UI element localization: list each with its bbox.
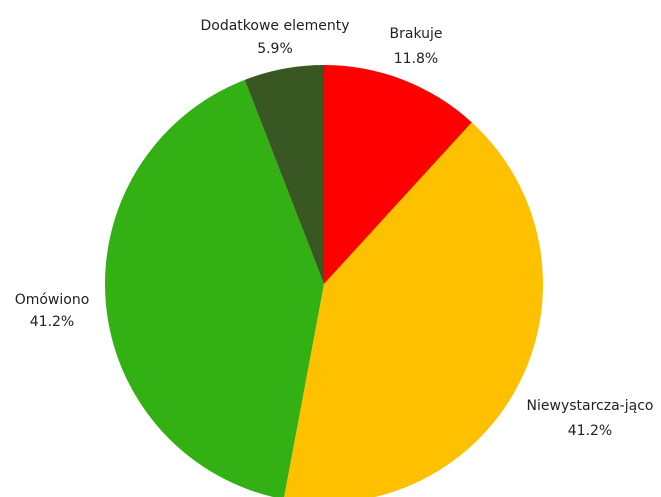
slice-label-omowiono: Omówiono	[15, 292, 90, 308]
slice-label-dodatkowe-elementy: Dodatkowe elementy	[200, 18, 349, 34]
slice-value-niewystarczajaco: 41.2%	[568, 423, 612, 439]
slice-value-dodatkowe-elementy: 5.9%	[257, 41, 293, 57]
pie-labels: Brakuje 11.8% Niewystarcza-jąco 41.2% Om…	[15, 18, 654, 439]
slice-value-brakuje: 11.8%	[394, 51, 438, 67]
slice-label-niewystarczajaco: Niewystarcza-jąco	[527, 398, 654, 414]
slice-label-brakuje: Brakuje	[390, 26, 443, 42]
pie-slice-brakuje	[324, 65, 472, 284]
pie-slices	[105, 65, 543, 497]
pie-slice-omowiono	[105, 79, 324, 497]
pie-slice-niewystarczajaco	[284, 122, 543, 497]
slice-value-omowiono: 41.2%	[30, 314, 74, 330]
pie-slice-dodatkowe-elementy	[244, 65, 324, 284]
